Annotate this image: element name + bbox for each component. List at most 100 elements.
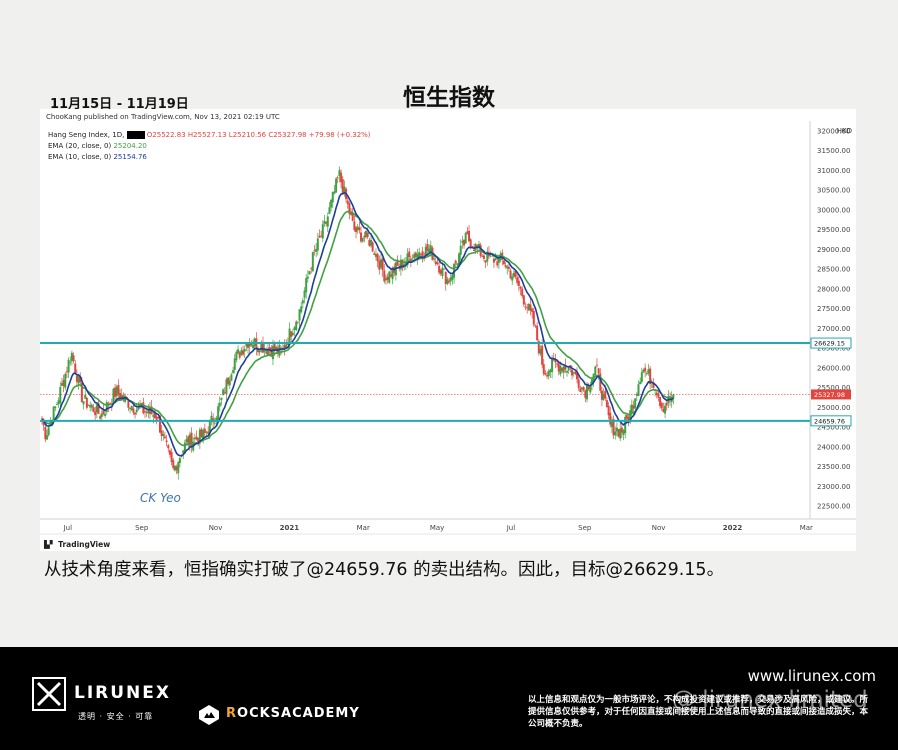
candle-body — [356, 226, 359, 231]
candle-body — [524, 306, 527, 308]
candle-body — [95, 404, 98, 413]
candle-body — [195, 436, 198, 440]
candle-body — [610, 421, 613, 427]
candle-body — [531, 308, 534, 312]
candle-body — [353, 221, 356, 230]
candle-body — [388, 271, 391, 283]
candle-body — [602, 393, 605, 400]
y-tick-label: 23500.00 — [817, 463, 850, 471]
candle-body — [266, 348, 269, 356]
candle-body — [539, 348, 542, 354]
candle-body — [620, 427, 623, 433]
candle-body — [436, 262, 439, 265]
candle-body — [205, 431, 208, 433]
candle-body — [516, 277, 519, 283]
candle-body — [600, 390, 603, 400]
candle-body — [336, 177, 339, 179]
candle-body — [99, 416, 102, 419]
candle-body — [384, 278, 387, 281]
candle-body — [453, 263, 456, 278]
candle-body — [313, 250, 316, 251]
candle-body — [496, 261, 499, 266]
y-tick-label: 24500.00 — [817, 424, 850, 432]
candle-body — [599, 373, 602, 391]
candle-body — [149, 407, 151, 414]
candle-body — [481, 256, 484, 257]
tradingview-label: TradingView — [58, 540, 111, 549]
level-label: 24659.76 — [814, 417, 845, 425]
candle-body — [325, 221, 328, 224]
candle-body — [640, 372, 643, 382]
candle-body — [396, 259, 399, 266]
candle-body — [556, 363, 559, 365]
candle-body — [155, 416, 158, 420]
candle-body — [549, 369, 552, 373]
candle-body — [263, 348, 266, 352]
x-tick-label: Sep — [135, 524, 149, 532]
symbol-label: Hang Seng Index, 1D, — [48, 131, 125, 139]
candle-body — [365, 230, 367, 237]
candle-body — [301, 300, 304, 304]
candle-body — [109, 402, 112, 404]
candle-body — [188, 434, 191, 446]
candle-body — [54, 406, 57, 409]
candle-body — [522, 295, 525, 305]
candle-body — [119, 393, 122, 400]
candle-body — [632, 405, 635, 409]
candle-body — [52, 406, 55, 422]
candle-body — [243, 348, 246, 352]
y-tick-label: 26000.00 — [817, 364, 850, 372]
candle-body — [193, 437, 196, 440]
candle-body — [559, 365, 562, 375]
candle-body — [595, 364, 598, 366]
candle-body — [386, 276, 389, 281]
candle-body — [492, 258, 495, 263]
candle-body — [70, 352, 73, 362]
author-annotation: CK Yeo — [140, 491, 181, 505]
lirunex-x-icon — [32, 677, 66, 711]
candle-body — [517, 280, 520, 286]
x-tick-label: 2022 — [723, 524, 743, 532]
candle-body — [273, 343, 276, 351]
candle-body — [629, 410, 632, 423]
level-tag — [810, 337, 852, 349]
candle-body — [645, 373, 648, 375]
candle-body — [89, 405, 92, 408]
candle-body — [534, 325, 537, 327]
candle-body — [328, 207, 331, 214]
candle-body — [424, 246, 427, 255]
x-tick-label: Jul — [506, 524, 516, 532]
candle-body — [657, 393, 660, 398]
candle-body — [448, 280, 451, 283]
candle-body — [84, 394, 87, 399]
currency-unit: HKD — [836, 127, 852, 135]
candle-body — [577, 379, 580, 388]
candle-body — [581, 387, 583, 389]
candle-body — [316, 238, 319, 251]
candle-body — [331, 191, 334, 203]
candle-body — [642, 369, 645, 373]
candle-body — [489, 254, 492, 256]
candle-body — [587, 386, 590, 390]
candle-body — [514, 271, 517, 277]
website-link[interactable]: www.lirunex.com — [747, 667, 876, 685]
candle-body — [401, 259, 404, 269]
candle-body — [615, 427, 618, 432]
candle-body — [576, 372, 579, 380]
y-tick-label: 28000.00 — [817, 285, 850, 293]
candle-body — [355, 227, 358, 232]
candle-body — [444, 271, 447, 284]
candle-body — [619, 428, 622, 439]
y-tick-label: 29000.00 — [817, 246, 850, 254]
candle-body — [652, 382, 655, 389]
candle-body — [247, 342, 250, 348]
candle-body — [258, 350, 261, 353]
candle-body — [265, 351, 268, 354]
candle-body — [541, 345, 544, 365]
candle-body — [168, 450, 171, 455]
candle-body — [607, 405, 610, 416]
candle-body — [170, 452, 173, 462]
candle-body — [609, 412, 612, 425]
candle-body — [343, 186, 346, 192]
candle-body — [87, 404, 90, 406]
